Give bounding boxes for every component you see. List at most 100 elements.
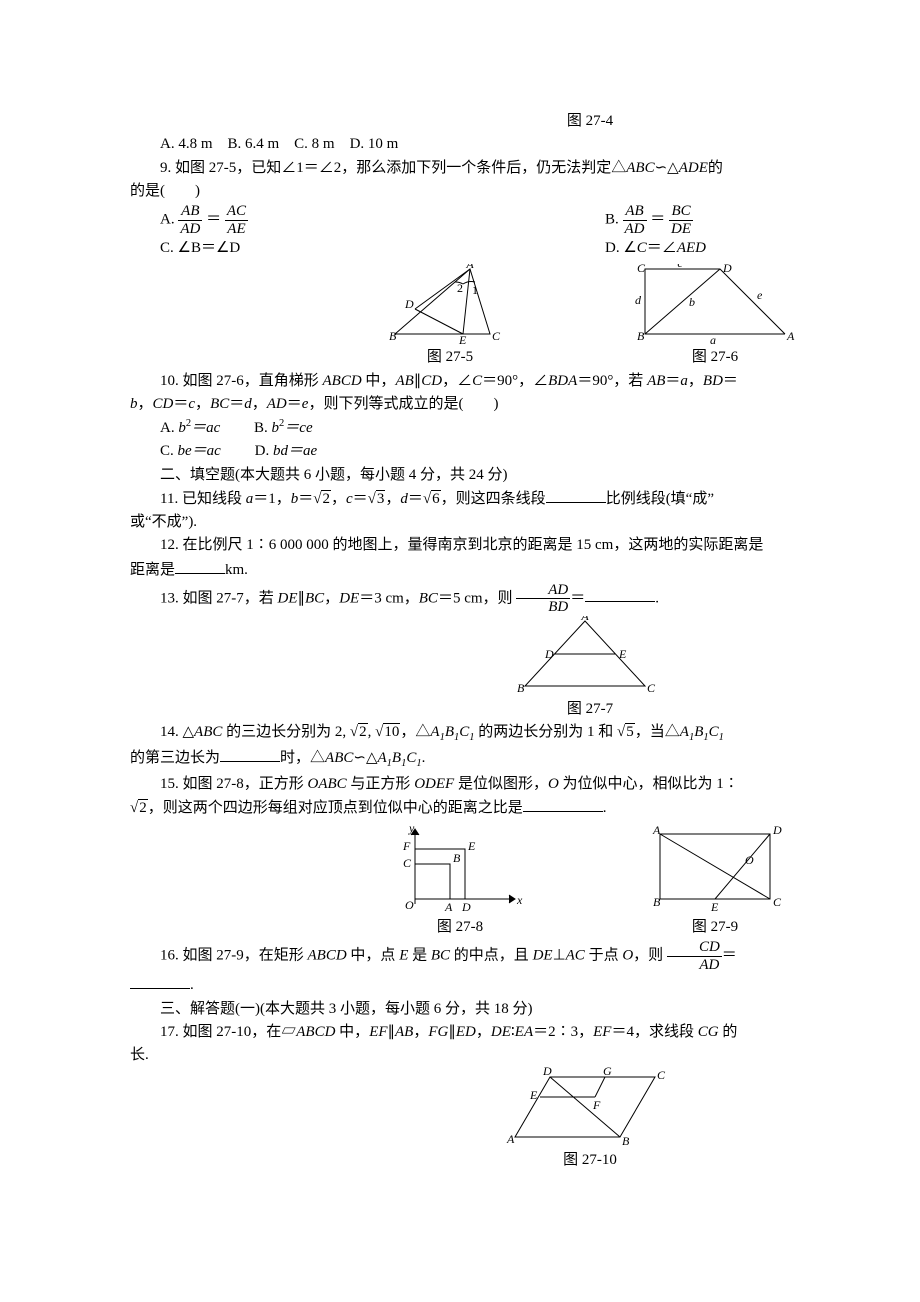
q16-abcd: ABCD <box>308 948 347 964</box>
q16-f: ，则 <box>633 948 663 964</box>
q9-a-eq: ＝ <box>206 211 221 227</box>
q10-optb-pre: B. <box>254 420 272 436</box>
q10-BD: BD <box>703 373 723 389</box>
q10-optc-rest: be＝ac <box>178 443 221 459</box>
q11-eq3: ＝ <box>353 491 368 507</box>
q16-a: 16. 如图 27-9，在矩形 <box>160 948 308 964</box>
svg-text:B: B <box>622 1134 630 1147</box>
q12-unit: km. <box>225 562 248 578</box>
svg-text:B: B <box>453 851 461 865</box>
svg-text:1: 1 <box>472 283 478 297</box>
q10-opta-pre: A. <box>160 420 178 436</box>
svg-text:E: E <box>458 333 467 344</box>
q11-blank <box>546 487 606 503</box>
q14-a1b1c1-3: A1B1C1 <box>377 750 421 766</box>
svg-text:C: C <box>657 1068 666 1082</box>
q13-eq3: ＝3 cm， <box>359 590 419 606</box>
section-2: 二、填空题(本大题共 6 小题，每小题 4 分，共 24 分) <box>130 464 920 487</box>
q17-EF2: EF <box>593 1024 611 1040</box>
fig-27-5: A B C D E 1 2 图 27-5 <box>385 264 515 369</box>
svg-text:F: F <box>592 1098 601 1112</box>
svg-text:C: C <box>403 856 412 870</box>
svg-text:x: x <box>516 893 523 907</box>
q15-e: ，则这两个四边形每组对应顶点到位似中心的距离之比是 <box>148 800 523 816</box>
q10-l2-b: ， <box>138 396 153 412</box>
q15-line2: √2，则这两个四边形每组对应顶点到位似中心的距离之比是. <box>130 796 920 820</box>
q9-option-c: C. ∠B＝∠D <box>160 237 605 260</box>
q9-a-den1: AD <box>178 221 202 238</box>
q16-eq: ＝ <box>722 948 737 964</box>
q9-stem-line2: 的是( ) <box>130 180 920 203</box>
q15-f: . <box>603 800 607 816</box>
q9-a-num2: AC <box>225 203 248 221</box>
q12-blank <box>175 558 225 574</box>
q16-BC: BC <box>431 948 450 964</box>
q11-tail: 比例线段(填“成” <box>606 491 714 507</box>
q10-l2-ad: AD <box>267 396 287 412</box>
fig-27-8: O A B C D E F x y 图 27-8 <box>395 824 525 939</box>
q10-l2-a: b <box>130 396 138 412</box>
q16-g: . <box>190 977 194 993</box>
q17-abcd: ABCD <box>296 1024 335 1040</box>
q11-line2: 或“不成”). <box>130 511 920 534</box>
q10-C: C <box>472 373 482 389</box>
q16-d: 的中点，且 <box>450 948 533 964</box>
q9-c-text: C. ∠B＝∠D <box>160 240 240 256</box>
fig-27-6: A B C D a b c d e 图 27-6 <box>635 264 795 369</box>
q17-c: ， <box>413 1024 428 1040</box>
q13-bc: BC <box>305 590 324 606</box>
svg-text:c: c <box>677 264 683 270</box>
q9-d-c: C <box>637 240 647 256</box>
q10-abcd: ABCD <box>323 373 362 389</box>
q11-e: ，则这四条线段 <box>441 491 546 507</box>
svg-text:y: y <box>408 824 415 835</box>
svg-text:B: B <box>389 329 397 343</box>
q10-f: ， <box>688 373 703 389</box>
q10-opts-ab: A. b2＝ac B. b2＝ce <box>130 416 920 440</box>
q14-i: ∽△ <box>353 750 377 766</box>
q14-a1b1c1-2: A1B1C1 <box>680 724 724 740</box>
svg-text:C: C <box>637 264 646 275</box>
q9-a-num1: AB <box>178 203 202 221</box>
q9-b-num1: AB <box>623 203 647 221</box>
q16-O: O <box>622 948 633 964</box>
q10-optd-pre: D. <box>255 443 273 459</box>
q8-options: A. 4.8 m B. 6.4 m C. 8 m D. 10 m <box>130 133 920 156</box>
q14-sqrt10: 10 <box>383 723 400 740</box>
q10-eqb: ＝ <box>723 373 738 389</box>
q15-c: 是位似图形， <box>454 776 548 792</box>
q10-l2-e: ， <box>252 396 267 412</box>
q16-blank <box>130 973 190 989</box>
q14-line2: 的第三边长为时，△ABC∽△A1B1C1. <box>130 746 920 772</box>
q10-optd-rest: bd＝ae <box>273 443 317 459</box>
q14-sqrt2: 2 <box>358 723 368 740</box>
svg-text:D: D <box>722 264 732 275</box>
q17-a: 17. 如图 27-10，在▱ <box>160 1024 296 1040</box>
q10-l2-cd: CD <box>153 396 174 412</box>
fig-27-7: A B C D E 图 27-7 <box>130 616 920 721</box>
q13-end: . <box>655 590 659 606</box>
q10-optb-b: b <box>272 420 280 436</box>
q17-line1: 17. 如图 27-10，在▱ABCD 中，EF∥AB，FG∥ED，DE∶EA＝… <box>130 1021 920 1044</box>
q10-ab: AB <box>395 373 413 389</box>
q10-line2: b，CD＝c，BC＝d，AD＝e，则下列等式成立的是( ) <box>130 393 920 416</box>
q10-bda: BDA <box>548 373 577 389</box>
q11-c: ， <box>331 491 346 507</box>
svg-text:F: F <box>402 839 411 853</box>
fig-27-8-caption: 图 27-8 <box>395 916 525 939</box>
svg-text:B: B <box>653 895 661 909</box>
q9-stem-line1: 9. 如图 27-5，已知∠1＝∠2，那么添加下列一个条件后，仍无法判定△ABC… <box>130 157 920 180</box>
q17-f: ＝4，求线段 <box>611 1024 697 1040</box>
q11-eq1: ＝1， <box>253 491 291 507</box>
q10-l2-d: ， <box>195 396 210 412</box>
q16-E: E <box>399 948 408 964</box>
q14-b: 的三边长分别为 2, <box>222 724 350 740</box>
q9-a-den2: AE <box>225 221 248 238</box>
q10-opta-rest: ＝ac <box>191 420 220 436</box>
q13-BC: BC <box>419 590 438 606</box>
q13-par: ∥ <box>298 590 306 606</box>
svg-text:E: E <box>710 900 719 914</box>
q15-d: 为位似中心，相似比为 1∶ <box>559 776 739 792</box>
q11-line1: 11. 已知线段 a＝1，b＝√2，c＝√3，d＝√6，则这四条线段比例线段(填… <box>130 487 920 511</box>
svg-text:E: E <box>529 1088 538 1102</box>
